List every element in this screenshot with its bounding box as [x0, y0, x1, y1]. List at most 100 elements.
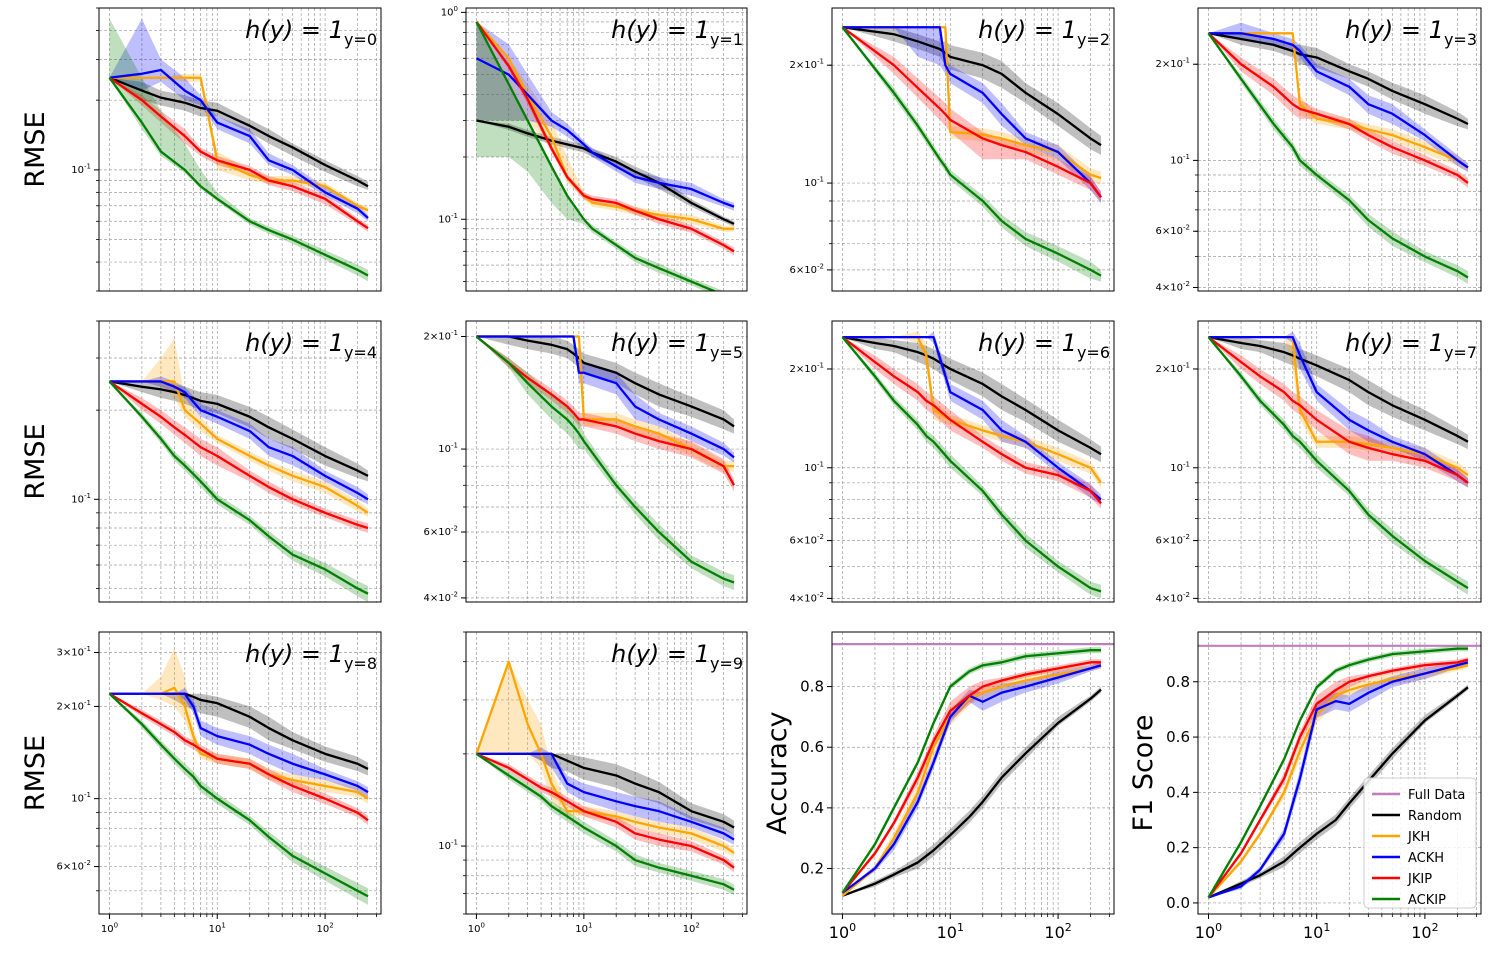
- series-line-jkip: [475, 21, 735, 253]
- band-jkip: [109, 381, 368, 533]
- x-tick-label: 100: [1195, 921, 1222, 942]
- panel-title: h(y) = 1y=8: [245, 640, 377, 673]
- band-random: [1208, 684, 1468, 898]
- panel-title: h(y) = 1y=3: [1345, 16, 1477, 49]
- y-axis-label: RMSE: [20, 735, 51, 811]
- legend-label-full-data: Full Data: [1408, 788, 1465, 803]
- y-tick-label: 6×10-2: [1156, 533, 1190, 547]
- series-line-random: [842, 688, 1102, 897]
- series-line-jkip: [1207, 336, 1469, 484]
- panel-title: h(y) = 1y=6: [978, 329, 1110, 362]
- band-jkh: [842, 331, 1101, 488]
- grid: [1198, 8, 1481, 291]
- grid: [466, 631, 747, 915]
- y-tick-label: 6×10-2: [790, 262, 824, 276]
- y-axis-label: RMSE: [20, 111, 51, 187]
- y-tick-label: 4×10-2: [790, 591, 824, 605]
- series-line-jkip: [841, 661, 1101, 894]
- plot-area: [1207, 22, 1469, 285]
- band-ackip: [476, 336, 735, 590]
- plot-area: [475, 335, 736, 590]
- band-ackh: [1208, 659, 1468, 898]
- series-line-random: [109, 380, 369, 477]
- band-random: [109, 381, 368, 482]
- y-tick-label: 2×10-1: [424, 329, 458, 343]
- x-tick-label: 100: [829, 921, 856, 942]
- subplot-6: 4×10-2 6×10-2 10-1 2×10-1 h(y) = 1y=6: [790, 320, 1115, 605]
- band-ackh: [476, 21, 735, 211]
- x-tick-label: 102: [316, 922, 333, 936]
- y-tick-label: 4×10-2: [424, 590, 458, 604]
- plot-area: [475, 660, 735, 896]
- y-tick-label: 6×10-2: [57, 859, 91, 873]
- y-tick-label: 2×10-1: [1156, 57, 1190, 71]
- legend-label-ackip: ACKIP: [1408, 893, 1446, 908]
- band-jkip: [109, 693, 368, 826]
- subplot-11: 0.0 0.2 0.4 0.6 0.8 100 101 102 F1 Score Full Dat…: [1128, 631, 1482, 942]
- grid: [832, 632, 1114, 914]
- y-tick-label: 0.8: [1166, 673, 1190, 691]
- band-ackip: [842, 337, 1101, 599]
- series-line-ackip: [1207, 647, 1468, 898]
- y-tick-label: 2×10-1: [790, 58, 824, 72]
- subplot-7: 4×10-2 6×10-2 10-1 2×10-1 h(y) = 1y=7: [1156, 320, 1482, 604]
- y-tick-label: 0.6: [1166, 728, 1190, 746]
- legend-label-jkh: JKH: [1407, 830, 1430, 845]
- series-line-ackip: [475, 21, 717, 291]
- series-line-jkip: [1207, 32, 1469, 184]
- series-line-ackh: [476, 752, 735, 841]
- series-line-ackh: [1208, 32, 1469, 169]
- y-axis-label: F1 Score: [1128, 715, 1159, 832]
- x-tick-label: 101: [575, 922, 592, 936]
- series-line-ackip: [108, 77, 369, 277]
- y-tick-label: 10-1: [71, 791, 91, 805]
- y-tick-label: 100: [441, 5, 458, 19]
- grid: [99, 632, 381, 914]
- band-ackip: [476, 21, 724, 291]
- panel-title: h(y) = 1y=9: [611, 640, 743, 673]
- series-line-ackip: [1207, 336, 1469, 590]
- axes-frame: [465, 631, 748, 915]
- x-tick-label: 102: [683, 922, 700, 936]
- y-tick-label: 2×10-1: [790, 361, 824, 375]
- panel-title: h(y) = 1y=1: [611, 16, 743, 49]
- series-line-jkip: [108, 380, 369, 530]
- series-line-random: [842, 336, 1102, 456]
- series-line-ackip: [841, 336, 1102, 593]
- subplot-3: 4×10-2 6×10-2 10-1 2×10-1 h(y) = 1y=3: [1156, 7, 1482, 294]
- legend-label-jkip: JKIP: [1407, 872, 1432, 887]
- subplot-10: 0.2 0.4 0.6 0.8 100 101 102 Accuracy: [762, 631, 1115, 942]
- y-tick-label: 6×10-2: [1156, 224, 1190, 238]
- legend-label-ackh: ACKH: [1408, 851, 1444, 866]
- series-line-ackip: [108, 692, 369, 898]
- y-tick-label: 6×10-2: [424, 525, 458, 539]
- subplot-4: 10-1 h(y) = 1y=4 RMSE: [20, 320, 382, 603]
- grid: [832, 8, 1114, 291]
- panel-title: h(y) = 1y=4: [245, 329, 377, 362]
- series-line-jkip: [475, 335, 736, 486]
- series-line-ackh: [842, 26, 1102, 198]
- series-line-jkip: [475, 752, 735, 869]
- y-tick-label: 10-1: [71, 162, 91, 176]
- y-axis-label: Accuracy: [762, 711, 793, 834]
- series-line-ackip: [1207, 32, 1469, 279]
- y-tick-label: 6×10-2: [790, 533, 824, 547]
- band-random: [109, 77, 368, 190]
- band-ackh: [476, 336, 735, 463]
- y-tick-label: 4×10-2: [1156, 280, 1190, 294]
- axes-frame: [1197, 631, 1482, 915]
- series-line-ackh: [476, 335, 735, 459]
- band-jkh: [842, 27, 1101, 185]
- series-line-ackh: [109, 692, 369, 794]
- band-ackip: [1208, 337, 1468, 595]
- series-line-jkip: [108, 692, 369, 822]
- plot-area: [1207, 331, 1469, 595]
- panel-title: h(y) = 1y=7: [1345, 329, 1477, 362]
- y-tick-label: 10-1: [438, 212, 458, 226]
- series-line-jkip: [841, 336, 1102, 504]
- panel-title: h(y) = 1y=0: [245, 16, 377, 49]
- series-line-ackip: [841, 26, 1102, 277]
- axes-frame: [1197, 7, 1482, 292]
- series-line-jkip: [841, 26, 1102, 198]
- band-jkip: [1208, 33, 1468, 188]
